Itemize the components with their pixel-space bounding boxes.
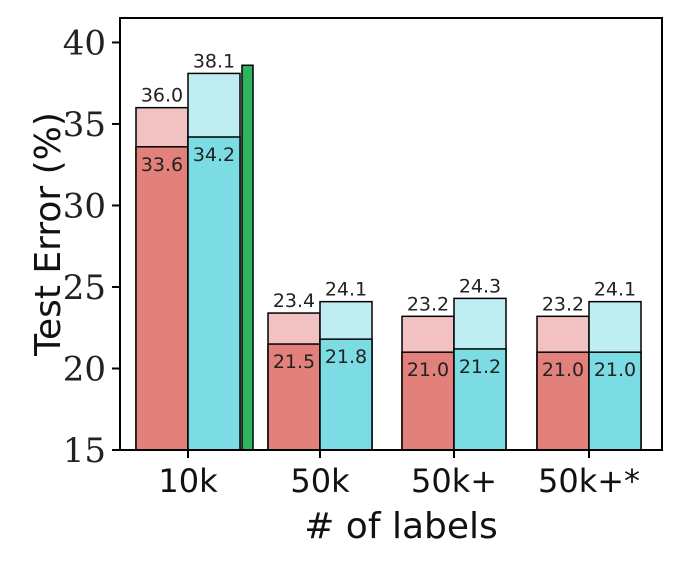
y-axis-label: Test Error (%) [28, 112, 69, 357]
x-tick-label: 50k+* [538, 462, 640, 500]
y-tick-label: 20 [63, 349, 106, 389]
x-tick-label: 50k+ [411, 462, 497, 500]
bar-upper-value-label: 24.1 [594, 279, 636, 301]
bar-extra [241, 64, 254, 451]
bar-upper-value-label: 24.1 [325, 279, 367, 301]
bar-lower-value-label: 33.6 [141, 154, 183, 176]
y-tick-label: 25 [63, 268, 106, 308]
bar-lower-value-label: 21.5 [273, 351, 315, 373]
y-tick-label: 40 [63, 23, 106, 63]
y-tick-label: 35 [63, 105, 106, 145]
bar-upper-value-label: 23.2 [542, 293, 584, 315]
value-labels-layer: 36.0 33.6 38.1 34.2 23.4 21.5 24.1 21.8 23.2 21.0… [141, 50, 636, 381]
bar-lower-value-label: 21.8 [325, 346, 367, 368]
bar-lower [536, 351, 590, 451]
bar-lower [319, 338, 373, 451]
bar-lower [135, 146, 189, 451]
y-tick-label: 30 [63, 186, 106, 226]
x-tick-label: 50k [290, 462, 350, 500]
bar-upper-value-label: 23.2 [407, 293, 449, 315]
bar-lower-value-label: 21.0 [407, 359, 449, 381]
x-tick-label: 10k [158, 462, 218, 500]
bar-upper-value-label: 36.0 [141, 85, 183, 107]
y-tick-label: 15 [63, 431, 106, 471]
y-axis: 15 20 25 30 35 40 [63, 23, 120, 471]
bar-lower-value-label: 34.2 [193, 144, 235, 166]
bar-lower-value-label: 21.0 [542, 359, 584, 381]
bar-upper-value-label: 23.4 [273, 290, 315, 312]
bar-lower-value-label: 21.0 [594, 359, 636, 381]
bar-lower [588, 351, 642, 451]
bars-layer [135, 64, 642, 451]
plot-frame [119, 17, 663, 451]
x-axis: 10k 50k 50k+ 50k+* [158, 450, 640, 500]
bar-lower [187, 136, 241, 451]
bar-lower-value-label: 21.2 [459, 356, 501, 378]
bar-lower [453, 348, 507, 451]
x-axis-label: # of labels [304, 506, 498, 547]
bar-lower [401, 351, 455, 451]
bar-upper-value-label: 24.3 [459, 275, 501, 297]
bar-upper-value-label: 38.1 [193, 50, 235, 72]
